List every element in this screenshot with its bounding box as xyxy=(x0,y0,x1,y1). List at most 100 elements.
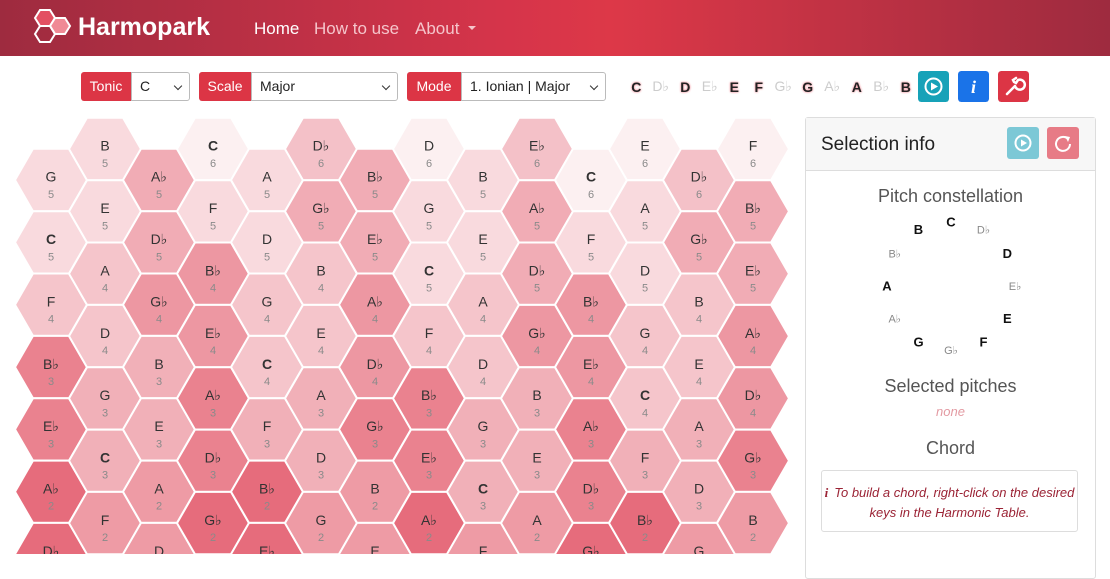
hex-octave: 4 xyxy=(480,376,486,388)
hex-note: E xyxy=(316,325,325,341)
hex-octave: 4 xyxy=(588,376,594,388)
hex-note: A♭ xyxy=(367,293,383,309)
hex-note: D xyxy=(424,138,434,154)
hex-note: B xyxy=(316,262,325,278)
hex-note: A xyxy=(316,387,326,403)
hex-note: A xyxy=(694,418,704,434)
selected-pitches-value: none xyxy=(936,404,965,419)
scale-note: D xyxy=(680,78,691,95)
hex-octave: 3 xyxy=(156,376,162,388)
hex-note: G♭ xyxy=(204,512,222,528)
hex-octave: 4 xyxy=(750,407,756,419)
hex-note: G xyxy=(100,387,111,403)
hex-octave: 6 xyxy=(750,158,756,170)
hex-note: E xyxy=(478,231,487,247)
constellation-note: A xyxy=(882,278,892,293)
hex-note: A♭ xyxy=(745,325,761,341)
hex-note: G xyxy=(478,418,489,434)
hex-note: G xyxy=(46,169,57,185)
hex-octave: 5 xyxy=(156,189,162,201)
hex-octave: 4 xyxy=(210,345,216,357)
hex-octave: 6 xyxy=(426,158,432,170)
play-button[interactable] xyxy=(918,71,949,102)
hex-octave: 2 xyxy=(318,532,324,544)
hex-octave: 6 xyxy=(642,158,648,170)
constellation-note: G xyxy=(913,335,923,350)
hex-note: D♭ xyxy=(583,480,600,496)
panel-title: Selection info xyxy=(821,134,936,155)
hex-octave: 3 xyxy=(696,438,702,450)
hex-octave: 4 xyxy=(264,314,270,326)
hex-note: G xyxy=(640,325,651,341)
play-selection-button[interactable] xyxy=(1007,127,1039,159)
hex-octave: 6 xyxy=(588,189,594,201)
nav-link[interactable]: Home xyxy=(254,19,300,38)
hex-octave: 3 xyxy=(264,438,270,450)
hex-note: E xyxy=(694,356,703,372)
hex-octave: 4 xyxy=(318,345,324,357)
hex-octave: 3 xyxy=(480,501,486,513)
hex-note: F xyxy=(479,543,488,554)
mode-select[interactable]: 1. Ionian | Major xyxy=(461,72,606,101)
hex-octave: 4 xyxy=(696,376,702,388)
hex-note: A xyxy=(532,512,542,528)
hex-note: F xyxy=(641,449,650,465)
brand[interactable]: Harmopark xyxy=(78,13,210,41)
hex-note: D xyxy=(100,325,110,341)
nav-link[interactable]: About xyxy=(415,19,460,38)
hex-note: B xyxy=(748,512,757,528)
hex-note: B xyxy=(370,480,379,496)
chord-hint-text: To build a chord, right-click on the des… xyxy=(834,485,1075,520)
hex-octave: 3 xyxy=(48,438,54,450)
hex-note: E xyxy=(640,138,649,154)
hex-octave: 5 xyxy=(534,283,540,295)
hex-octave: 5 xyxy=(750,283,756,295)
hex-note: D♭ xyxy=(367,356,384,372)
hex-note: B xyxy=(694,293,703,309)
harmonic-table: G 5 C 5 F 4 B♭ 3 E♭ 3 A♭ 2 D♭ B 5 E 5 A 4 D 4 G 3 C 3 F 2 A♭ 5 D♭ 5 G♭ 4… xyxy=(13,117,790,554)
info-button[interactable]: i xyxy=(958,71,989,102)
hex-note: D♭ xyxy=(43,543,60,554)
hex-note: A xyxy=(262,169,272,185)
dropdown-caret xyxy=(468,26,476,30)
hex-note: B xyxy=(532,387,541,403)
hex-octave: 4 xyxy=(156,314,162,326)
hex-note: E♭ xyxy=(529,138,545,154)
hex-note: G xyxy=(424,200,435,216)
hex-octave: 3 xyxy=(750,470,756,482)
hex-note: E♭ xyxy=(583,356,599,372)
hex-octave: 5 xyxy=(642,220,648,232)
hex-octave: 3 xyxy=(156,438,162,450)
hex-note: E♭ xyxy=(259,543,275,554)
hex-octave: 4 xyxy=(48,314,54,326)
settings-button[interactable] xyxy=(998,71,1029,102)
hex-note: C xyxy=(100,449,110,465)
scale-note: G♭ xyxy=(774,78,793,94)
hex-octave: 3 xyxy=(102,470,108,482)
hex-note: E♭ xyxy=(421,449,437,465)
hex-note: E xyxy=(100,200,109,216)
hex-note: E♭ xyxy=(745,262,761,278)
scale-note: E♭ xyxy=(701,78,718,94)
hex-octave: 5 xyxy=(750,220,756,232)
hex-octave: 4 xyxy=(372,376,378,388)
hex-note: G♭ xyxy=(744,449,762,465)
hex-key[interactable] xyxy=(715,490,790,554)
nav-link[interactable]: How to use xyxy=(314,19,400,38)
hex-octave: 2 xyxy=(372,501,378,513)
selected-pitches-title: Selected pitches xyxy=(884,376,1017,396)
hex-note: A♭ xyxy=(529,200,545,216)
hex-octave: 4 xyxy=(696,314,702,326)
tonic-select[interactable]: C xyxy=(131,72,190,101)
reset-button[interactable] xyxy=(1047,127,1079,159)
hex-note: D♭ xyxy=(205,449,222,465)
hex-octave: 2 xyxy=(156,501,162,513)
info-icon: i xyxy=(824,485,829,500)
hex-note: D♭ xyxy=(691,169,708,185)
hex-octave: 2 xyxy=(210,532,216,544)
scale-select[interactable]: Major xyxy=(251,72,398,101)
hex-note: G xyxy=(262,293,273,309)
hex-note: G♭ xyxy=(690,231,708,247)
hex-note: B♭ xyxy=(583,293,599,309)
constellation-note: F xyxy=(980,335,988,350)
